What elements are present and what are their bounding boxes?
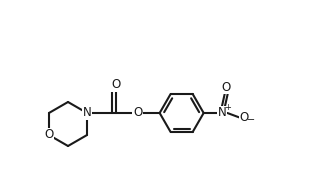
- Text: N: N: [83, 107, 91, 120]
- Text: −: −: [247, 115, 255, 125]
- Text: O: O: [133, 107, 142, 120]
- Text: O: O: [111, 79, 120, 92]
- Text: O: O: [44, 128, 53, 141]
- Text: O: O: [221, 81, 230, 94]
- Text: O: O: [240, 111, 249, 124]
- Text: +: +: [224, 104, 231, 113]
- Text: N: N: [218, 107, 227, 120]
